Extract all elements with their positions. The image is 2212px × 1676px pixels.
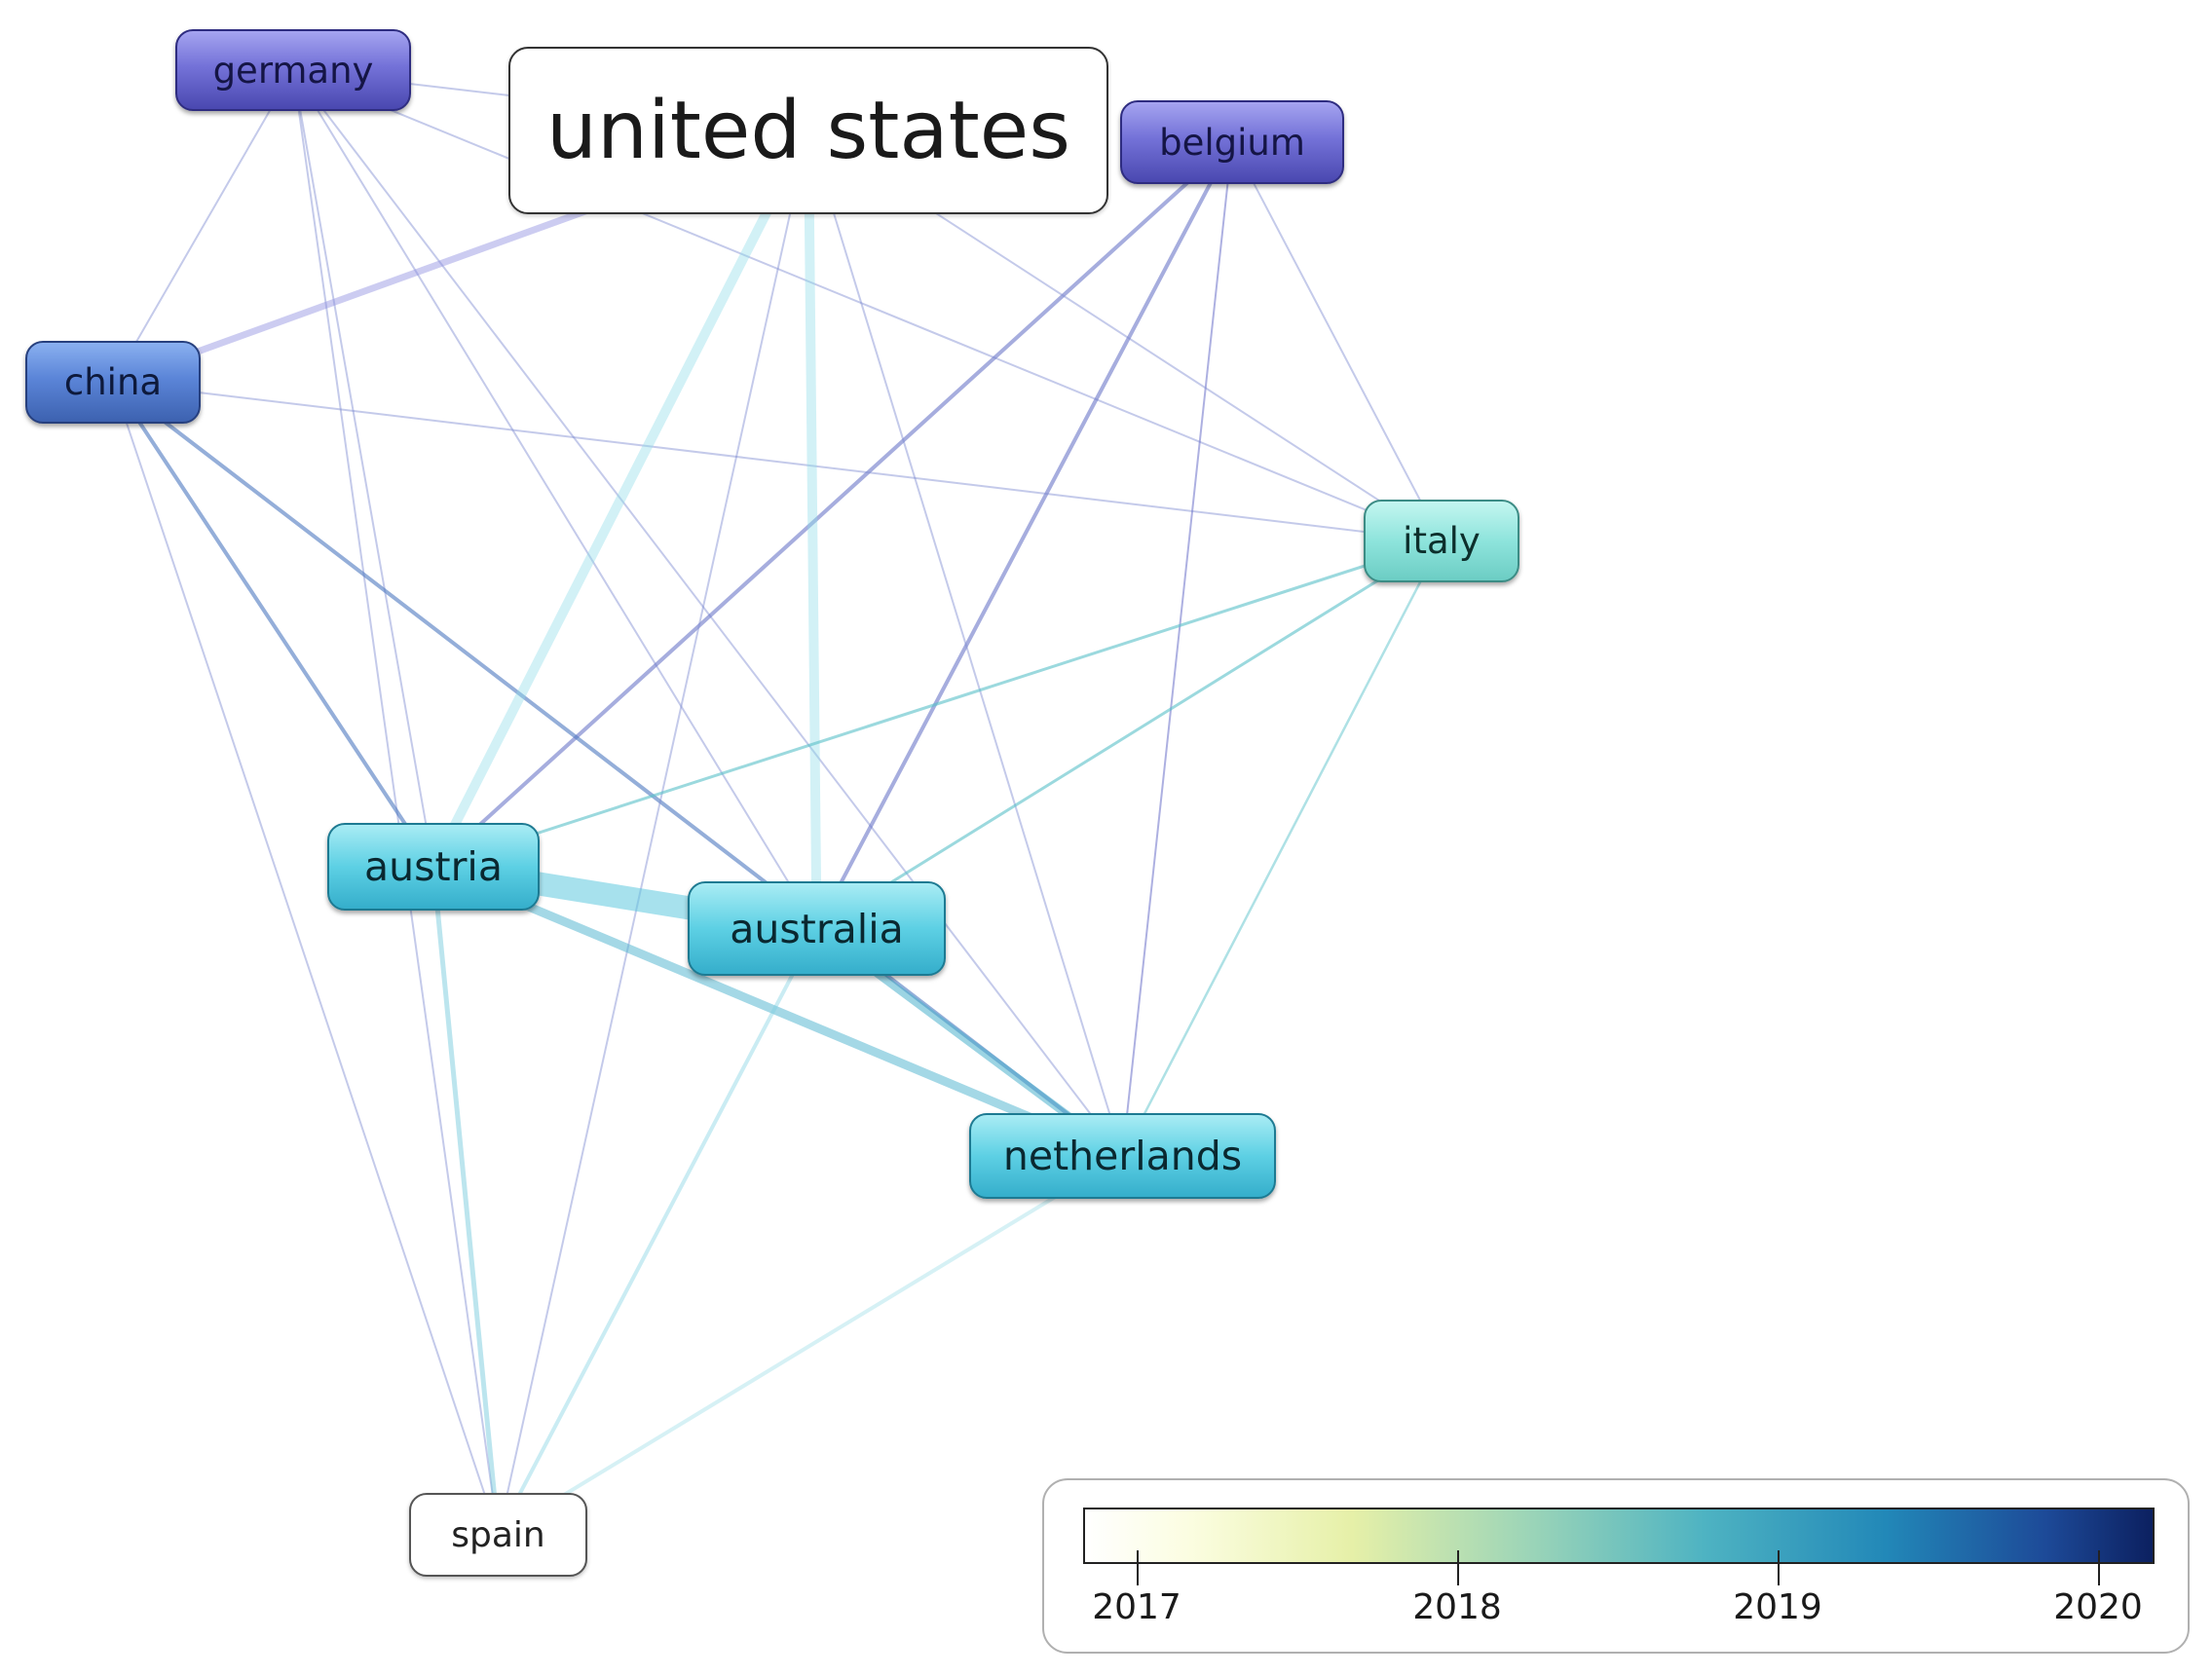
legend-tick	[2098, 1550, 2100, 1585]
node-germany[interactable]: germany	[175, 29, 411, 111]
legend-tick-label: 2020	[2053, 1587, 2143, 1627]
edge-germany-netherlands	[292, 69, 1124, 1157]
node-italy[interactable]: italy	[1364, 500, 1519, 582]
edge-italy-netherlands	[1121, 540, 1443, 1158]
edge-china-spain	[112, 381, 500, 1536]
edge-united-states-austria	[429, 126, 813, 872]
edge-austria-spain	[431, 864, 501, 1538]
node-netherlands[interactable]: netherlands	[969, 1113, 1276, 1199]
legend-tick-label: 2019	[1733, 1587, 1822, 1627]
node-label: australia	[730, 905, 904, 952]
node-label: germany	[212, 49, 374, 92]
edge-china-austria	[111, 380, 435, 869]
node-label: netherlands	[1002, 1133, 1243, 1179]
edge-belgium-australia	[814, 140, 1234, 931]
node-spain[interactable]: spain	[409, 1493, 587, 1577]
edge-austria-netherlands	[429, 862, 1127, 1161]
edge-belgium-italy	[1231, 141, 1443, 542]
node-label: china	[63, 361, 163, 403]
node-australia[interactable]: australia	[688, 881, 946, 976]
edge-belgium-netherlands	[1121, 141, 1233, 1157]
node-label: belgium	[1159, 121, 1305, 164]
node-united-states[interactable]: united states	[508, 47, 1108, 214]
edge-china-italy	[112, 381, 1443, 542]
legend-tick-label: 2017	[1092, 1587, 1181, 1627]
edge-netherlands-spain	[496, 1154, 1125, 1537]
edge-united-states-netherlands	[807, 130, 1124, 1157]
node-belgium[interactable]: belgium	[1120, 100, 1344, 184]
edge-italy-austria	[431, 540, 1443, 869]
legend-tick	[1137, 1550, 1139, 1585]
legend-tick	[1457, 1550, 1459, 1585]
edge-belgium-austria	[431, 140, 1234, 869]
node-austria[interactable]: austria	[327, 823, 540, 911]
edge-australia-spain	[496, 926, 819, 1537]
legend-tick-label: 2018	[1412, 1587, 1502, 1627]
color-scale-bar	[1083, 1508, 2155, 1564]
node-china[interactable]: china	[25, 341, 201, 424]
edge-united-states-spain	[497, 130, 809, 1536]
edge-united-states-australia	[804, 126, 822, 934]
node-label: united states	[546, 84, 1070, 177]
node-label: italy	[1403, 520, 1481, 562]
edge-germany-china	[112, 69, 294, 384]
edge-italy-australia	[815, 540, 1443, 930]
edge-germany-spain	[292, 69, 500, 1536]
edge-germany-australia	[292, 69, 818, 930]
color-scale-legend: 2017 2018 2019 2020	[1042, 1478, 2190, 1654]
legend-tick	[1778, 1550, 1780, 1585]
edge-germany-italy	[292, 69, 1443, 542]
edge-germany-austria	[292, 69, 434, 868]
node-label: austria	[364, 843, 503, 890]
node-label: spain	[451, 1514, 545, 1555]
